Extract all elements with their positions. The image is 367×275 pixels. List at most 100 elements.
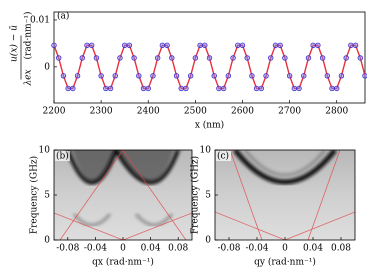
y-axis-label: Frequency (GHz) [190, 156, 201, 234]
data-marker [169, 55, 175, 61]
data-marker [244, 55, 250, 61]
y-tick-label: 0 [44, 236, 50, 246]
data-marker [65, 85, 71, 92]
data-marker [79, 55, 85, 61]
data-marker [291, 85, 298, 92]
data-marker [84, 42, 90, 49]
data-marker [173, 73, 180, 79]
data-marker [315, 42, 321, 49]
y-tick-label: 5 [44, 191, 50, 201]
data-marker [348, 42, 354, 49]
x-tick-label: -0.04 [84, 244, 107, 254]
data-marker [187, 73, 194, 79]
y-tick-label: 10 [200, 146, 212, 156]
data-marker [230, 55, 236, 61]
data-marker [140, 85, 147, 92]
data-marker [74, 73, 81, 79]
data-marker [70, 85, 76, 92]
data-marker [239, 42, 246, 49]
x-tick-label: -0.08 [217, 244, 240, 254]
data-marker [296, 85, 302, 92]
data-marker [258, 85, 265, 92]
data-marker [107, 85, 114, 92]
x-tick-label: 2200 [43, 107, 66, 117]
x-axis-label: x (nm) [195, 120, 224, 131]
data-marker [183, 85, 189, 92]
data-marker [263, 73, 269, 79]
panel-label: (b) [56, 151, 69, 162]
data-marker [334, 85, 340, 92]
data-marker [126, 42, 133, 49]
x-tick-label: 2800 [325, 107, 348, 117]
x-tick-label: 0 [282, 244, 288, 254]
data-marker [282, 55, 288, 61]
data-marker [154, 55, 161, 61]
data-marker [301, 73, 307, 79]
x-axis-label: qx (rad·nm⁻¹) [92, 257, 154, 268]
data-marker [272, 42, 279, 49]
data-marker [206, 55, 213, 61]
data-marker [305, 55, 312, 61]
data-marker [145, 85, 151, 92]
data-marker [60, 73, 67, 79]
y-axis-label-numerator: u(x) − ū [9, 25, 20, 62]
x-tick-label: 0.08 [168, 244, 188, 254]
data-marker [211, 73, 217, 79]
heatmap-c [215, 150, 355, 240]
x-tick-label: -0.04 [245, 244, 268, 254]
y-tick-label: 5 [205, 191, 211, 201]
label-bg [216, 151, 231, 161]
data-marker [253, 85, 260, 92]
x-tick-label: 2400 [137, 107, 160, 117]
data-marker [357, 55, 363, 61]
y-tick-label: 10 [39, 146, 51, 156]
x-tick-label: 0.08 [331, 244, 351, 254]
data-marker [249, 73, 255, 79]
data-marker [103, 85, 109, 92]
x-tick-label: 0 [120, 244, 126, 254]
x-tick-label: 2300 [90, 107, 113, 117]
y-axis-unit: (rad·nm⁻¹) [23, 11, 34, 59]
data-marker [202, 42, 208, 49]
data-marker [112, 73, 118, 79]
data-marker [268, 55, 274, 61]
plot-frame [53, 11, 366, 104]
x-tick-label: 2700 [278, 107, 301, 117]
data-marker [235, 42, 241, 49]
data-marker [136, 73, 142, 79]
x-tick-label: 0.04 [141, 244, 161, 254]
data-marker [319, 55, 326, 61]
data-marker [150, 73, 156, 79]
data-marker [220, 85, 227, 92]
y-tick-label: 0.01 [30, 15, 50, 25]
data-marker [343, 55, 349, 61]
data-marker [352, 42, 359, 49]
panel-label: (c) [217, 151, 229, 162]
data-marker [178, 85, 184, 92]
data-marker [98, 73, 104, 79]
data-marker [192, 55, 199, 61]
data-marker [310, 42, 316, 49]
data-marker [329, 85, 335, 92]
data-marker [277, 42, 283, 49]
data-marker [286, 73, 293, 79]
data-marker [117, 55, 123, 61]
data-marker [324, 73, 331, 79]
x-tick-label: -0.08 [56, 244, 79, 254]
x-tick-label: 0.04 [303, 244, 323, 254]
data-marker [51, 42, 57, 49]
data-marker [93, 55, 100, 61]
data-marker [164, 42, 170, 49]
label-bg [55, 151, 70, 161]
heatmap-b [54, 150, 192, 240]
y-axis-label-denominator: λex [24, 69, 34, 86]
data-marker [338, 73, 345, 79]
data-marker [131, 55, 137, 61]
data-marker [216, 85, 222, 92]
y-tick-label: 0 [44, 62, 50, 72]
y-tick-label: 0 [205, 236, 211, 246]
data-marker [159, 42, 166, 49]
x-axis-label: qy (rad·nm⁻¹) [254, 257, 316, 268]
data-marker [56, 55, 62, 61]
